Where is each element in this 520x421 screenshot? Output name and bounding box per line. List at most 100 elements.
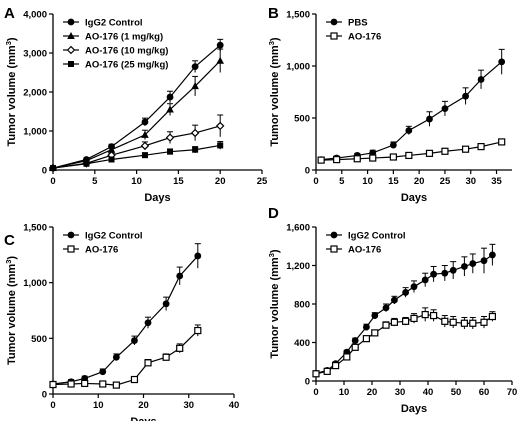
series-4 — [50, 141, 224, 172]
data-point — [480, 257, 488, 265]
panel-b: B 0 5 10 15 20 25 30 35 0 500 1,000 1,500 Days Tumor v… — [267, 5, 512, 204]
panel-letter: D — [268, 205, 279, 222]
series-2 — [312, 307, 496, 378]
y-tick-label: 0 — [42, 390, 47, 401]
data-point — [216, 56, 224, 64]
series-1 — [312, 243, 496, 377]
x-tick-label: 20 — [215, 176, 226, 187]
data-point — [449, 318, 457, 326]
series-2 — [317, 138, 506, 164]
data-point — [363, 323, 370, 331]
series-1 — [317, 48, 506, 164]
legend-marker — [66, 45, 76, 55]
y-axis-title-main: Tumor volume (mm — [269, 45, 281, 146]
y-tick-label: 1,600 — [286, 223, 310, 234]
data-point — [449, 266, 457, 274]
data-point — [191, 82, 199, 90]
data-point — [332, 362, 340, 370]
x-tick-label: 20 — [414, 176, 425, 187]
y-axis-title-main: Tumor volume (mm — [269, 257, 281, 358]
data-point — [351, 337, 359, 344]
data-point — [441, 269, 449, 277]
data-point — [498, 138, 506, 146]
y-axis-title-close: ) — [6, 37, 18, 41]
y-tick-label: 500 — [294, 114, 310, 125]
legend: IgG2 Control AO-176 — [326, 231, 406, 256]
y-axis-title-superscript: 3 — [267, 253, 276, 257]
x-tick-label: 40 — [229, 400, 240, 411]
legend-marker — [67, 32, 75, 39]
data-point — [362, 335, 370, 343]
data-point — [461, 263, 468, 270]
x-axis-title: Days — [144, 192, 170, 204]
data-point — [369, 154, 377, 162]
data-point — [441, 147, 449, 155]
data-point — [162, 300, 170, 308]
y-tick-label: 400 — [294, 338, 310, 349]
data-point — [477, 76, 485, 83]
data-point — [130, 375, 139, 384]
series-line — [315, 254, 493, 374]
x-axis-title: Days — [401, 403, 427, 415]
legend-label: IgG2 Control — [348, 231, 406, 242]
legend-label: IgG2 Control — [85, 231, 143, 242]
data-point — [67, 380, 75, 388]
data-point — [489, 251, 496, 259]
legend-label: PBS — [348, 18, 368, 29]
panel-d: D 0 10 20 30 40 50 60 70 0 400 800 1,200 1,600 Days Tum… — [267, 205, 517, 415]
data-point — [112, 381, 120, 389]
data-point — [389, 141, 397, 149]
y-tick-label: 1,000 — [23, 127, 47, 138]
data-point — [382, 304, 390, 312]
data-point — [390, 318, 398, 326]
x-tick-label: 70 — [507, 387, 518, 398]
data-point — [460, 319, 468, 327]
legend-marker — [67, 18, 75, 26]
x-tick-label: 15 — [173, 176, 184, 187]
data-point — [144, 359, 152, 367]
data-point — [312, 370, 320, 378]
series-line — [52, 255, 199, 385]
data-point — [166, 105, 174, 113]
legend: IgG2 Control AO-176 — [63, 231, 143, 256]
data-point — [382, 321, 390, 329]
x-tick-label: 50 — [451, 387, 462, 398]
panel-letter: A — [4, 5, 15, 22]
data-point — [421, 310, 429, 319]
series-line — [52, 330, 199, 386]
x-tick-label: 30 — [395, 387, 406, 398]
legend-marker — [330, 245, 338, 253]
legend-label: AO-176 (10 mg/kg) — [85, 46, 168, 57]
y-tick-label: 0 — [305, 166, 310, 177]
data-point — [391, 296, 398, 304]
data-point — [351, 343, 359, 351]
data-point — [426, 115, 433, 123]
x-tick-label: 0 — [313, 387, 318, 398]
data-point — [190, 128, 200, 138]
data-point — [430, 311, 438, 320]
x-tick-label: 0 — [50, 176, 55, 187]
data-point — [343, 353, 351, 361]
legend-label: AO-176 (1 mg/kg) — [85, 32, 163, 43]
x-tick-label: 15 — [388, 176, 399, 187]
y-tick-label: 1,500 — [286, 10, 310, 21]
data-point — [167, 148, 174, 155]
y-tick-label: 1,000 — [23, 278, 47, 289]
data-point — [194, 326, 202, 335]
x-tick-label: 35 — [491, 176, 502, 187]
data-point — [430, 270, 437, 278]
y-axis-title-close: ) — [269, 249, 281, 253]
y-axis-title-superscript: 3 — [4, 260, 13, 264]
data-point — [165, 133, 175, 142]
y-axis-title: Tumor volume (mm3) — [4, 37, 18, 146]
legend-label: AO-176 — [348, 32, 381, 43]
data-point — [441, 317, 449, 325]
data-point — [141, 130, 149, 138]
x-axis-title: Days — [130, 416, 156, 421]
data-point — [131, 337, 138, 344]
y-axis-title-close: ) — [269, 37, 281, 41]
data-point — [488, 312, 496, 321]
legend-label: AO-176 (25 mg/kg) — [85, 60, 168, 71]
legend-marker — [67, 245, 75, 253]
